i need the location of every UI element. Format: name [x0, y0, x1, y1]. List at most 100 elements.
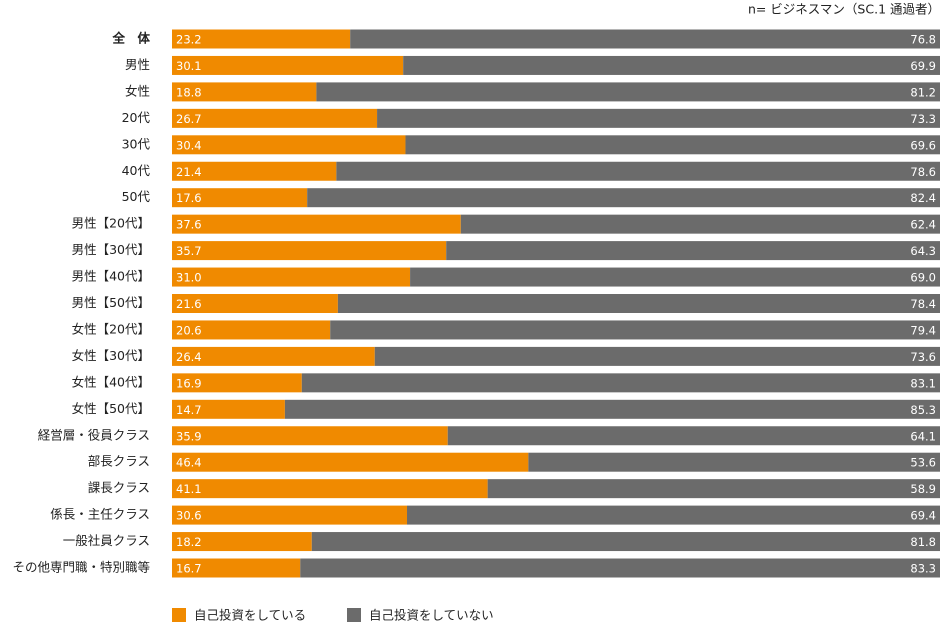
category-label: 男性【50代】	[72, 295, 150, 310]
bar-segment	[446, 241, 940, 261]
value-label: 78.6	[910, 165, 936, 179]
bar-segment	[172, 505, 408, 525]
category-label: 女性【20代】	[72, 321, 150, 336]
bar-segment	[172, 267, 411, 287]
note: n= ビジネスマン（SC.1 通過者）	[748, 2, 940, 17]
bar-segment	[311, 532, 940, 552]
category-label: 一般社員クラス	[63, 533, 150, 548]
value-label: 26.4	[176, 350, 202, 364]
value-label: 62.4	[910, 218, 936, 232]
value-label: 35.7	[176, 244, 202, 258]
bar-segment	[172, 161, 337, 181]
value-label: 69.9	[910, 59, 936, 73]
legend-swatch	[347, 608, 361, 622]
bar-segment	[172, 373, 302, 393]
value-label: 41.1	[176, 482, 202, 496]
category-label: 部長クラス	[88, 454, 150, 469]
value-label: 17.6	[176, 191, 202, 205]
bar-segment	[172, 452, 529, 472]
bar-segment	[172, 241, 447, 261]
value-label: 23.2	[176, 33, 202, 47]
bar-segment	[172, 188, 308, 208]
category-label: 男性【40代】	[72, 269, 150, 284]
value-label: 37.6	[176, 218, 202, 232]
bar-segment	[407, 505, 940, 525]
value-label: 76.8	[910, 33, 936, 47]
category-label: 女性【30代】	[72, 348, 150, 363]
value-label: 82.4	[910, 191, 936, 205]
value-label: 79.4	[910, 323, 936, 337]
value-label: 53.6	[910, 456, 936, 470]
bar-segment	[405, 135, 940, 155]
value-label: 18.8	[176, 85, 202, 99]
bar-segment	[316, 82, 940, 102]
value-label: 30.4	[176, 138, 202, 152]
category-label: 女性【40代】	[72, 374, 150, 389]
bar-segment	[172, 479, 488, 499]
category-label: 経営層・役員クラス	[38, 427, 150, 442]
bar-segment	[172, 55, 404, 75]
value-label: 30.6	[176, 509, 202, 523]
value-label: 81.2	[910, 85, 936, 99]
value-label: 35.9	[176, 429, 202, 443]
value-label: 73.6	[910, 350, 936, 364]
value-label: 64.3	[910, 244, 936, 258]
bar-segment	[172, 320, 331, 340]
bar-segment	[330, 320, 940, 340]
category-label: 男性【20代】	[72, 216, 150, 231]
category-label: 係長・主任クラス	[50, 507, 150, 522]
value-label: 85.3	[910, 403, 936, 417]
legend-label: 自己投資をしている	[194, 608, 306, 623]
value-label: 16.7	[176, 562, 202, 576]
bar-segment	[172, 294, 338, 313]
value-label: 69.6	[910, 138, 936, 152]
legend-label: 自己投資をしていない	[369, 608, 494, 623]
value-label: 18.2	[176, 535, 202, 549]
category-label: 20代	[122, 110, 151, 125]
category-label: 全 体	[111, 31, 150, 46]
bar-segment	[528, 452, 940, 472]
value-label: 21.4	[176, 165, 202, 179]
bar-segment	[172, 399, 285, 419]
bar-segment	[487, 479, 940, 499]
category-label: 女性【50代】	[72, 401, 150, 416]
category-label: その他専門職・特別職等	[12, 560, 150, 575]
value-label: 14.7	[176, 403, 202, 417]
value-label: 46.4	[176, 456, 202, 470]
bar-segment	[410, 267, 941, 287]
value-label: 64.1	[910, 429, 936, 443]
value-label: 16.9	[176, 376, 202, 390]
bar-segment	[337, 294, 940, 313]
value-label: 83.1	[910, 376, 936, 390]
bar-segment	[172, 108, 378, 128]
category-label: 課長クラス	[88, 480, 150, 495]
legend-swatch	[172, 608, 186, 622]
value-label: 69.4	[910, 509, 936, 523]
value-label: 20.6	[176, 323, 202, 337]
bar-segment	[172, 29, 351, 49]
value-label: 58.9	[910, 482, 936, 496]
bar-segment	[172, 346, 375, 366]
value-label: 83.3	[910, 562, 936, 576]
value-label: 81.8	[910, 535, 936, 549]
category-label: 50代	[122, 189, 151, 204]
bar-segment	[336, 161, 940, 181]
category-label: 30代	[122, 136, 151, 151]
bar-segment	[300, 558, 941, 578]
value-label: 73.3	[910, 112, 936, 126]
bar-segment	[377, 108, 940, 128]
category-label: 男性【30代】	[72, 242, 150, 257]
bar-segment	[172, 426, 448, 446]
value-label: 31.0	[176, 271, 202, 285]
bar-segment	[460, 214, 940, 234]
category-label: 40代	[122, 163, 151, 178]
bar-segment	[403, 55, 941, 75]
bar-segment	[172, 135, 406, 155]
bar-segment	[350, 29, 940, 49]
bar-segment	[172, 558, 301, 578]
value-label: 78.4	[910, 297, 936, 311]
value-label: 26.7	[176, 112, 202, 126]
bar-segment	[284, 399, 940, 419]
value-label: 69.0	[910, 271, 936, 285]
